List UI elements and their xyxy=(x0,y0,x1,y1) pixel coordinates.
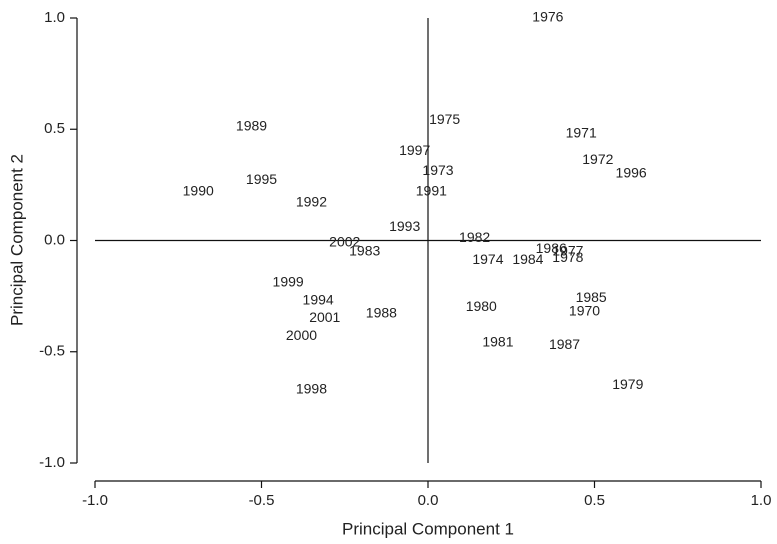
point-label: 1970 xyxy=(569,302,600,318)
point-label: 1972 xyxy=(582,151,613,167)
point-label: 1982 xyxy=(459,229,490,245)
point-label: 1986 xyxy=(536,240,567,256)
point-label: 1993 xyxy=(389,218,420,234)
point-label: 1983 xyxy=(349,242,380,258)
point-label: 1974 xyxy=(472,251,503,267)
x-axis-title: Principal Component 1 xyxy=(342,519,514,538)
y-tick-label: 0.5 xyxy=(44,120,65,137)
point-label: 1997 xyxy=(399,142,430,158)
point-label: 1977 xyxy=(552,242,583,258)
point-label: 1991 xyxy=(416,182,447,198)
point-label: 1994 xyxy=(303,291,334,307)
point-label: 1989 xyxy=(236,118,267,134)
point-label: 2000 xyxy=(286,327,317,343)
point-label: 2002 xyxy=(329,233,360,249)
point-label: 1975 xyxy=(429,111,460,127)
y-tick-label: 1.0 xyxy=(44,9,65,26)
point-label: 1979 xyxy=(612,376,643,392)
point-label: 1985 xyxy=(576,289,607,305)
point-label: 1992 xyxy=(296,193,327,209)
point-label: 1996 xyxy=(616,164,647,180)
point-label: 1984 xyxy=(512,251,543,267)
point-label: 1980 xyxy=(466,298,497,314)
y-tick-label: -1.0 xyxy=(39,454,65,471)
point-label: 2001 xyxy=(309,309,340,325)
point-label: 1987 xyxy=(549,336,580,352)
point-label: 1978 xyxy=(552,249,583,265)
point-label: 1971 xyxy=(566,124,597,140)
point-label: 1990 xyxy=(183,182,214,198)
point-label: 1981 xyxy=(482,334,513,350)
y-tick-label: -0.5 xyxy=(39,343,65,360)
point-label: 1998 xyxy=(296,380,327,396)
point-label: 1976 xyxy=(532,9,563,25)
x-tick-label: -1.0 xyxy=(82,492,108,509)
point-label: 1988 xyxy=(366,305,397,321)
y-tick-label: 0.0 xyxy=(44,231,65,248)
point-label: 1999 xyxy=(273,273,304,289)
x-tick-label: 1.0 xyxy=(751,492,772,509)
x-tick-label: 0.5 xyxy=(584,492,605,509)
y-axis-title: Principal Component 2 xyxy=(7,154,26,326)
x-tick-label: -0.5 xyxy=(249,492,275,509)
x-tick-label: 0.0 xyxy=(418,492,439,509)
point-label: 1995 xyxy=(246,171,277,187)
point-label: 1973 xyxy=(422,162,453,178)
